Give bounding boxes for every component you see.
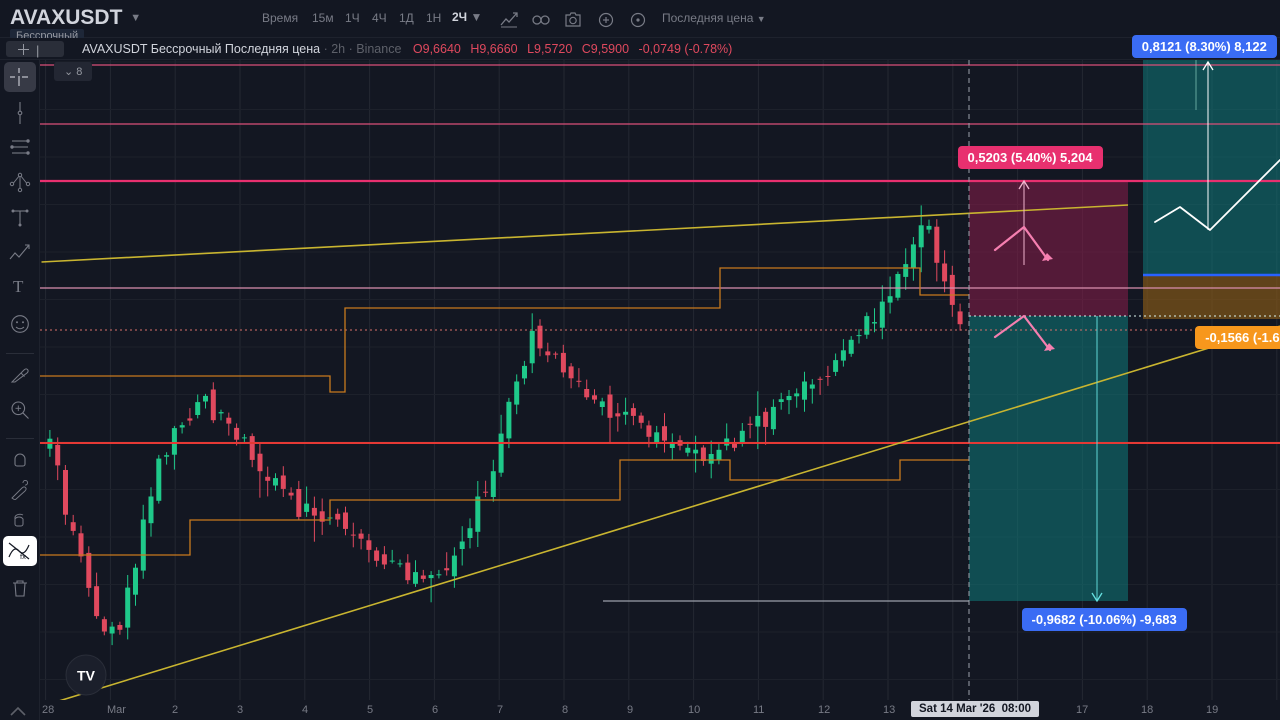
svg-text:TV: TV: [77, 668, 96, 684]
svg-text:fx: fx: [20, 552, 26, 560]
